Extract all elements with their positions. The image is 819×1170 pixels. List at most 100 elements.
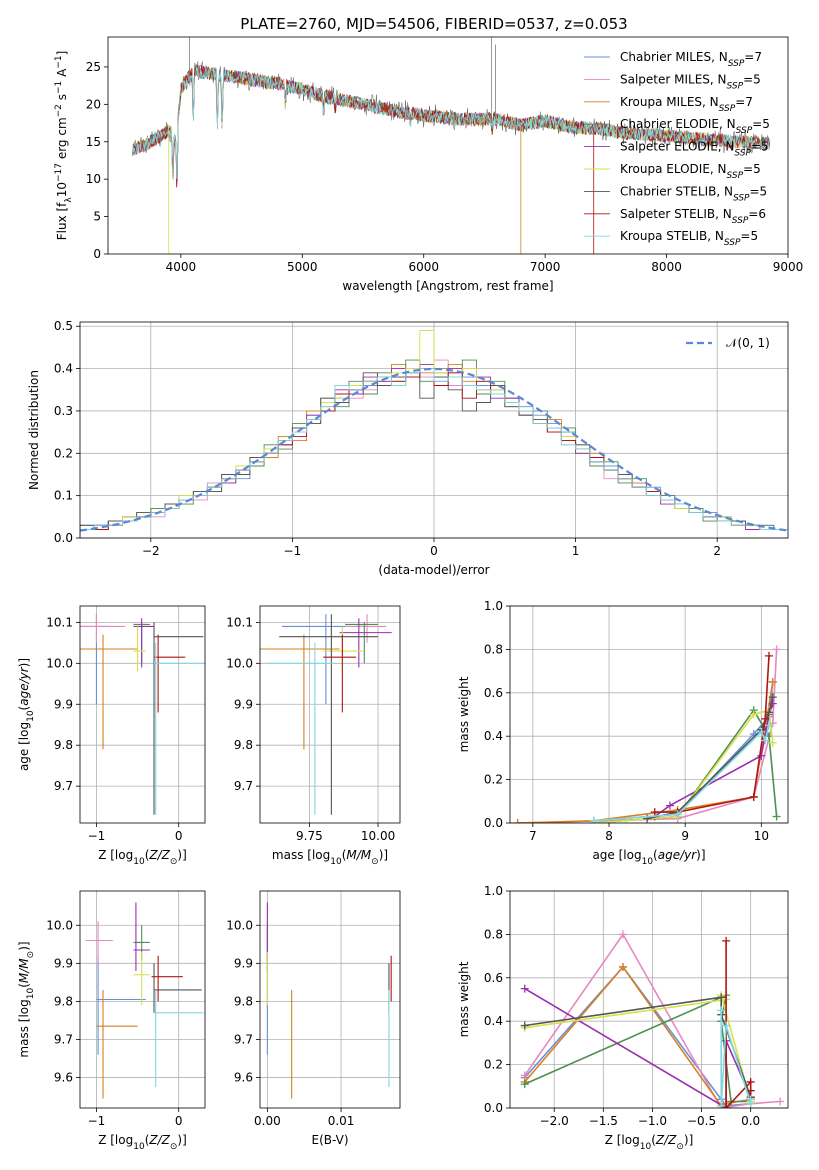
- x-tick-label: 6000: [408, 260, 439, 274]
- x-tick-label: 0: [175, 1114, 183, 1128]
- weight-series-line: [524, 992, 752, 1104]
- y-tick-label: 9.7: [234, 1032, 253, 1046]
- y-tick-label: 0.0: [54, 531, 73, 545]
- x-tick-label: 0.00: [254, 1114, 281, 1128]
- y-tick-label: 9.7: [234, 779, 253, 793]
- errorbar-area: [80, 614, 205, 815]
- y-tick-label: 10.0: [46, 656, 73, 670]
- line-area: [520, 930, 785, 1108]
- y-tick-label: 0.5: [54, 319, 73, 333]
- x-tick-label: −1: [284, 544, 302, 558]
- panel-mass-vs-ebv: 0.00 0.01 9.6 9.7 9.8 9.9 10.0 E(B-V): [226, 890, 401, 1147]
- weight-marker: [520, 984, 529, 993]
- weight-marker: [618, 930, 627, 939]
- x-axis-label: Z [log10(Z/Z⊙)]: [605, 1133, 694, 1152]
- y-tick-label: 1.0: [484, 884, 503, 898]
- weight-marker: [722, 1104, 731, 1108]
- weight-marker: [768, 738, 777, 747]
- weight-marker: [749, 710, 758, 719]
- y-tick-label: 9.6: [54, 1071, 73, 1085]
- x-tick-label: 8: [605, 829, 613, 843]
- y-tick-label: 9.9: [234, 956, 253, 970]
- weight-marker: [746, 1077, 755, 1086]
- panel-age-vs-mass: 9.75 10.00 9.7 9.8 9.9 10.0 10.1 mass [log10(M/…: [226, 605, 401, 867]
- y-tick-label: 1.0: [484, 599, 503, 613]
- figure-title: PLATE=2760, MJD=54506, FIBERID=0537, z=0…: [240, 15, 627, 33]
- y-tick-label: 9.9: [234, 697, 253, 711]
- weight-marker: [665, 801, 674, 810]
- y-tick-label: 0.8: [484, 927, 503, 941]
- y-tick-label: 10.1: [226, 615, 253, 629]
- weight-marker: [761, 714, 770, 723]
- y-tick-label: 9.8: [54, 994, 73, 1008]
- legend-label: Kroupa MILES, NSSP=7: [620, 95, 753, 114]
- weight-marker: [772, 645, 781, 654]
- x-axis-label: mass [log10(M/M⊙)]: [272, 848, 388, 867]
- y-tick-label: 0.0: [484, 816, 503, 830]
- y-tick-label: 0.4: [484, 729, 503, 743]
- y-tick-label: 0.6: [484, 971, 503, 985]
- y-tick-label: 0.0: [484, 1101, 503, 1115]
- axes-frame: [79, 890, 206, 1109]
- weight-marker: [589, 816, 598, 823]
- weight-marker: [772, 812, 781, 821]
- weight-marker: [618, 962, 627, 971]
- x-tick-label: 0.0: [741, 1114, 760, 1128]
- x-tick-label: 0: [430, 544, 438, 558]
- weight-marker: [768, 677, 777, 686]
- x-axis-label: Z [log10(Z/Z⊙)]: [98, 1133, 187, 1152]
- axes-frame: [107, 36, 789, 255]
- weight-marker: [764, 721, 773, 730]
- legend-label: 𝒩(0, 1): [726, 336, 770, 350]
- legend-label: Salpeter STELIB, NSSP=6: [620, 207, 766, 226]
- x-tick-label: −1: [88, 1114, 106, 1128]
- axes-frame: [259, 605, 401, 824]
- y-tick-label: 9.7: [54, 779, 73, 793]
- y-tick-label: 0.8: [484, 642, 503, 656]
- x-tick-label: 8000: [651, 260, 682, 274]
- y-tick-label: 0.1: [54, 489, 73, 503]
- legend: Chabrier MILES, NSSP=7 Salpeter MILES, NS…: [584, 50, 770, 248]
- y-tick-label: 9.8: [54, 738, 73, 752]
- y-axis-label: age [log10(age/yr)]: [17, 658, 36, 771]
- x-tick-label: 0.01: [328, 1114, 355, 1128]
- y-tick-label: 9.9: [54, 697, 73, 711]
- y-tick-label: 0.4: [54, 362, 73, 376]
- y-tick-label: 10.0: [226, 656, 253, 670]
- x-tick-label: 7000: [530, 260, 561, 274]
- x-tick-label: 9: [681, 829, 689, 843]
- errorbar-area: [260, 614, 392, 815]
- y-tick-label: 10.1: [46, 615, 73, 629]
- legend-label: Chabrier ELODIE, NSSP=5: [620, 117, 770, 136]
- weight-marker: [717, 1101, 726, 1108]
- weight-marker: [749, 792, 758, 801]
- spectrum-plot-area: [131, 37, 771, 254]
- y-tick-label: 5: [93, 210, 101, 224]
- x-tick-label: −2.0: [540, 1114, 569, 1128]
- weight-marker: [520, 1080, 529, 1089]
- y-axis-label: mass [log10(M/M⊙)]: [17, 941, 36, 1057]
- panel-spectrum: 4000 5000 6000 7000 8000 9000 0 5 10 15 20 25 wavele…: [54, 36, 804, 293]
- weight-marker: [727, 1097, 736, 1106]
- legend-label: Kroupa STELIB, NSSP=5: [620, 229, 758, 248]
- x-tick-label: 5000: [287, 260, 318, 274]
- y-tick-label: 0.6: [484, 686, 503, 700]
- legend-label: Salpeter ELODIE, NSSP=5: [620, 140, 769, 159]
- x-tick-label: 7: [529, 829, 537, 843]
- y-tick-label: 9.6: [234, 1071, 253, 1085]
- x-tick-label: 2: [713, 544, 721, 558]
- legend-label: Salpeter MILES, NSSP=5: [620, 72, 761, 91]
- y-tick-label: 0.2: [484, 1058, 503, 1072]
- weight-series-line: [524, 987, 752, 1108]
- weight-series-line: [593, 725, 770, 822]
- x-axis-label: age [log10(age/yr)]: [592, 848, 705, 867]
- x-axis-label: wavelength [Angstrom, rest frame]: [342, 279, 553, 293]
- x-tick-label: −0.5: [687, 1114, 716, 1128]
- weight-marker: [746, 1095, 755, 1104]
- histogram-area: [80, 330, 788, 538]
- x-tick-label: 9000: [773, 260, 804, 274]
- spectrum-series-line: [131, 65, 771, 179]
- y-axis-label: mass weight: [457, 676, 471, 752]
- weight-marker: [776, 1097, 785, 1106]
- y-tick-label: 10: [86, 172, 101, 186]
